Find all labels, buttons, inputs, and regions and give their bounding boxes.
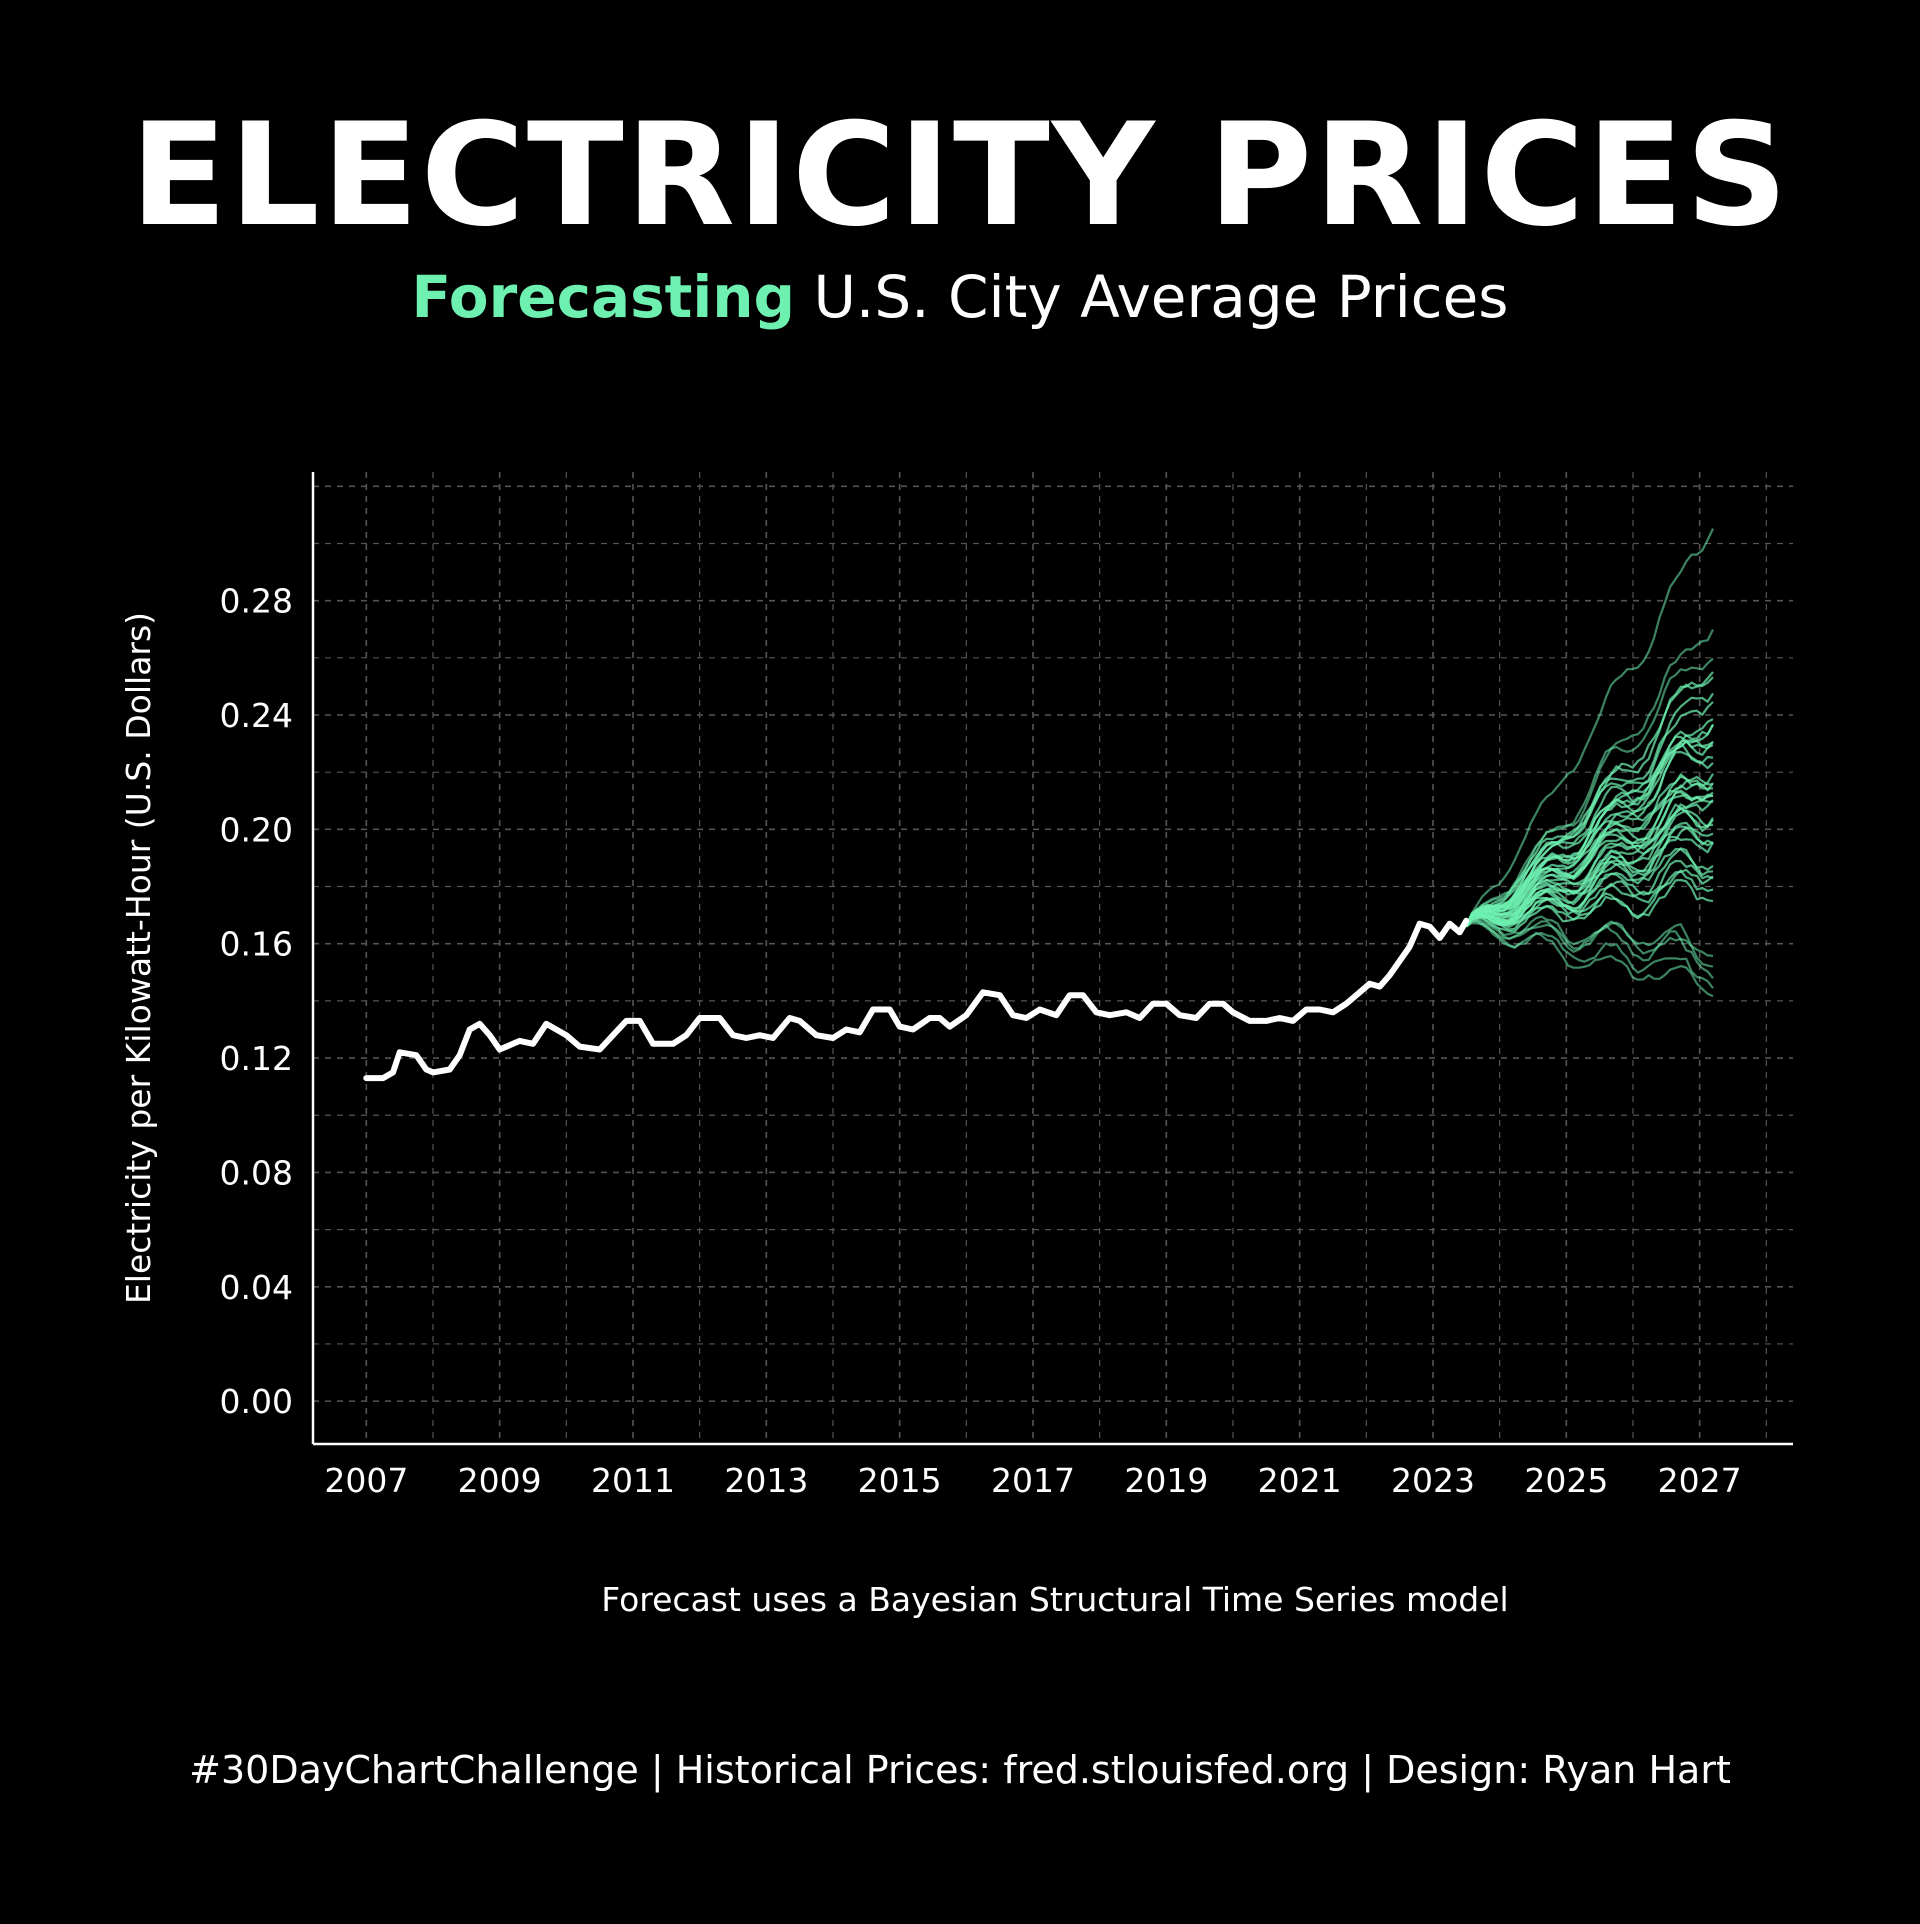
chart-subtitle: Forecasting U.S. City Average Prices — [0, 268, 1920, 326]
forecast-line — [1465, 918, 1714, 989]
tick-labels: 2007 2009 2011 2013 2015 2017 2019 2021 2023 2025… — [119, 582, 1742, 1500]
forecast-line — [1465, 847, 1714, 929]
forecast-line — [1465, 741, 1714, 928]
y-tick-label: 0.24 — [220, 696, 293, 735]
forecast-line — [1465, 799, 1714, 928]
y-tick-label: 0.28 — [220, 582, 293, 621]
forecast-line — [1465, 919, 1714, 979]
y-tick-label: 0.04 — [220, 1268, 293, 1307]
y-tick-label: 0.00 — [220, 1382, 293, 1421]
x-tick-label: 2023 — [1391, 1461, 1475, 1500]
subtitle-rest: U.S. City Average Prices — [795, 263, 1509, 331]
forecast-line — [1465, 775, 1714, 928]
forecast-line — [1465, 919, 1714, 968]
chart-title: ELECTRICITY PRICES — [130, 93, 1790, 258]
axes — [311, 472, 1793, 1446]
forecast-line — [1465, 790, 1714, 928]
x-tick-label: 2011 — [591, 1461, 675, 1500]
forecast-line — [1465, 701, 1714, 928]
x-tick-label: 2015 — [858, 1461, 942, 1500]
x-tick-label: 2019 — [1124, 1461, 1208, 1500]
forecast-line — [1465, 528, 1714, 928]
y-tick-label: 0.12 — [220, 1039, 293, 1078]
x-tick-label: 2013 — [724, 1461, 808, 1500]
forecast-line — [1465, 922, 1714, 998]
source-caption: #30DayChartChallenge | Historical Prices… — [189, 1748, 1731, 1792]
x-tick-label: 2027 — [1658, 1461, 1742, 1500]
subtitle-highlight: Forecasting — [411, 263, 796, 331]
x-tick-label: 2017 — [991, 1461, 1075, 1500]
model-note: Forecast uses a Bayesian Structural Time… — [601, 1580, 1509, 1619]
y-tick-label: 0.08 — [220, 1153, 293, 1192]
x-tick-label: 2009 — [458, 1461, 542, 1500]
x-tick-label: 2021 — [1258, 1461, 1342, 1500]
y-axis-label: Electricity per Kilowatt-Hour (U.S. Doll… — [119, 612, 158, 1304]
forecast-series — [1465, 528, 1714, 998]
historical-line — [363, 917, 1470, 1082]
grid — [313, 472, 1793, 1444]
forecast-line — [1465, 826, 1714, 928]
x-tick-label: 2007 — [324, 1461, 408, 1500]
y-tick-label: 0.20 — [220, 810, 293, 849]
historical-series — [363, 917, 1470, 1082]
x-tick-label: 2025 — [1524, 1461, 1608, 1500]
forecast-line — [1465, 878, 1714, 933]
y-tick-label: 0.16 — [220, 925, 293, 964]
forecast-line — [1465, 657, 1714, 928]
forecast-line — [1465, 869, 1714, 928]
forecast-line — [1465, 750, 1714, 928]
forecast-line — [1465, 859, 1714, 928]
